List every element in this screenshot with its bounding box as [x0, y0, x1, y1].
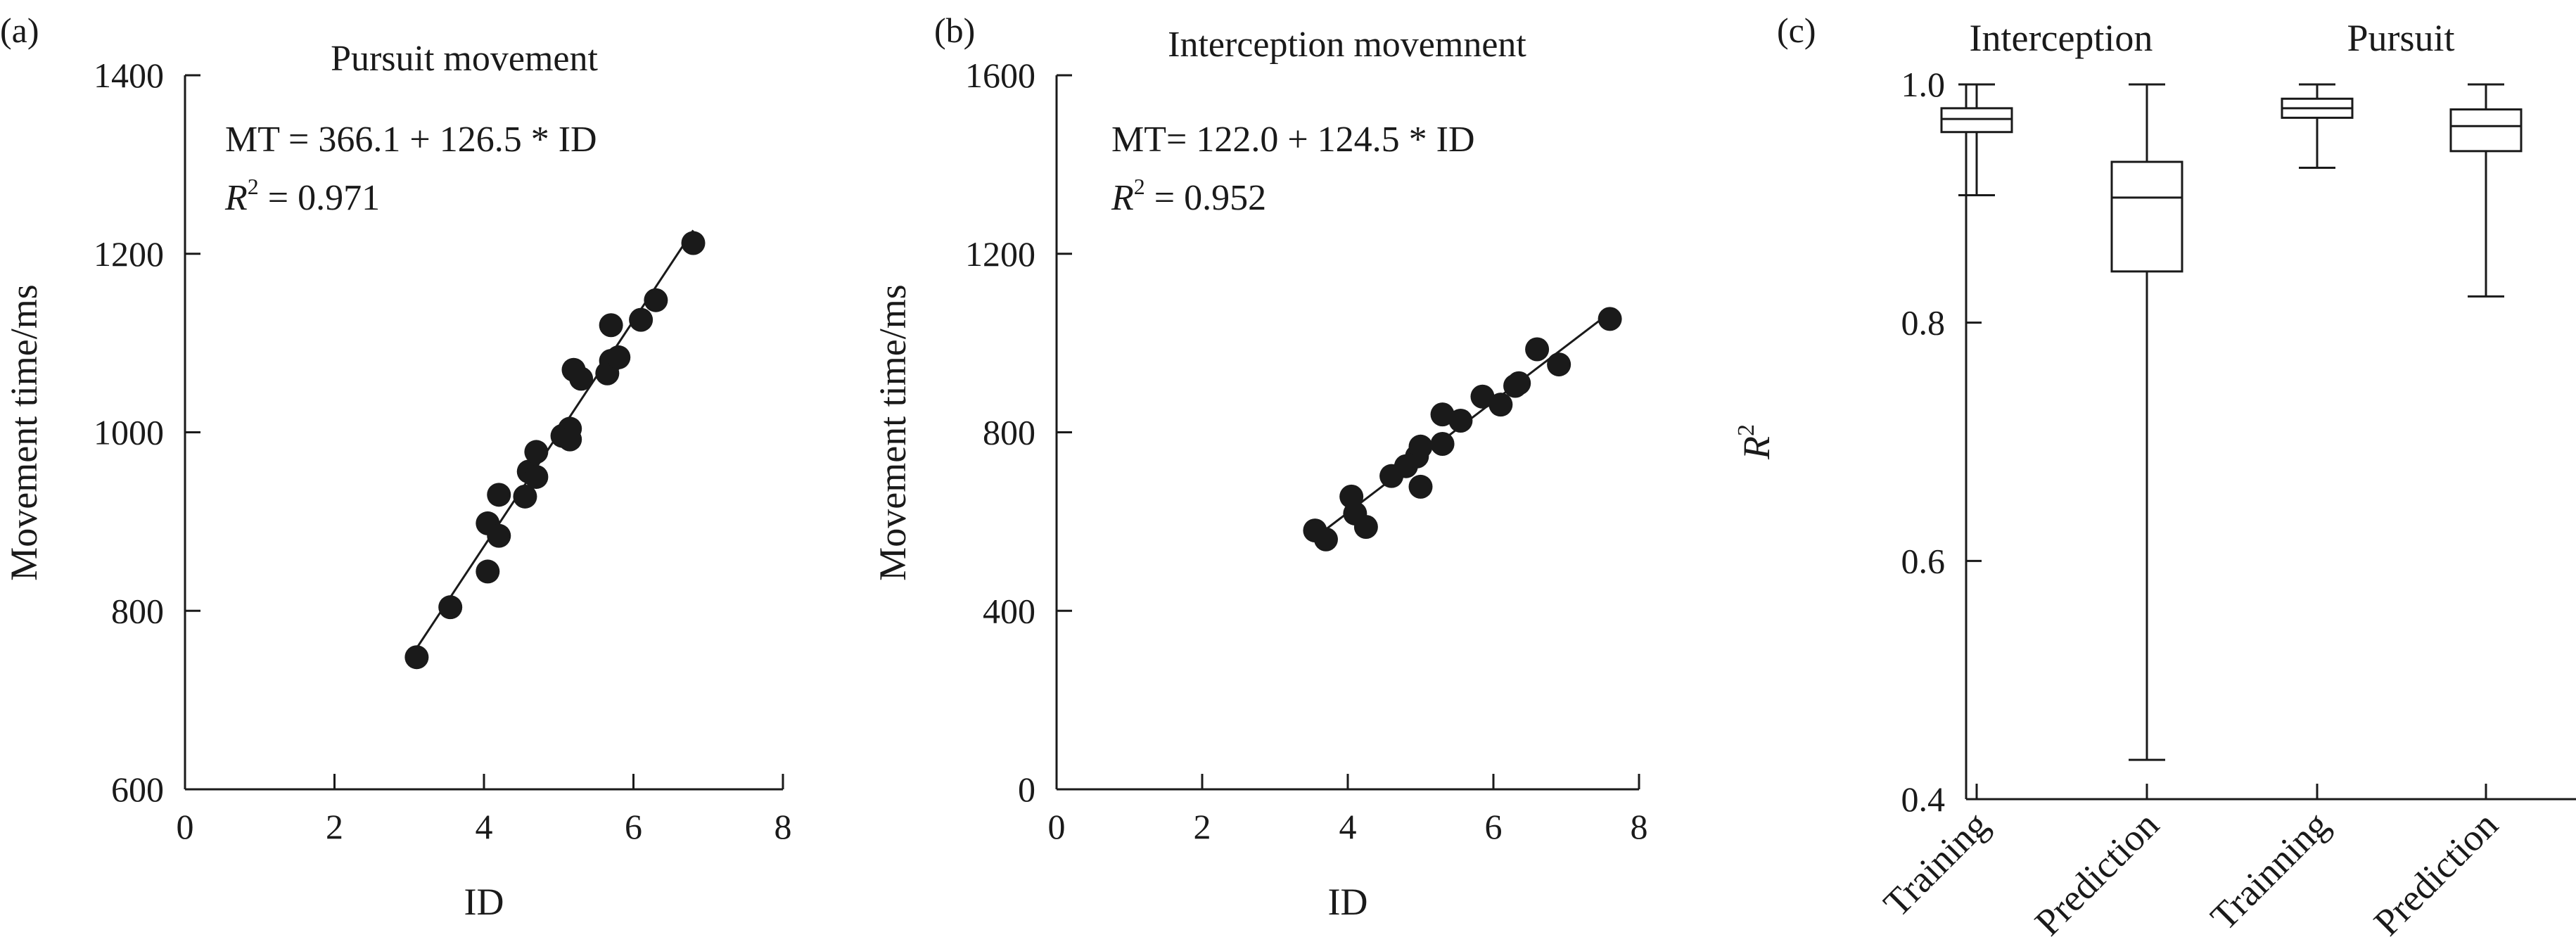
data-point — [569, 367, 594, 391]
y-tick-label: 1.0 — [1901, 65, 1946, 104]
box-4: Prediction — [2366, 83, 2523, 943]
x-tick-label: 6 — [625, 807, 642, 846]
data-point — [524, 464, 549, 489]
r-squared-superscript: 2 — [248, 174, 259, 199]
y-axis-label: Movement time/ms — [872, 284, 914, 580]
category-label: Trainning — [2202, 803, 2338, 938]
data-point — [1448, 409, 1473, 433]
y-tick-label: 1400 — [94, 56, 164, 95]
data-point — [1507, 371, 1531, 395]
x-tick-label: 4 — [476, 807, 493, 846]
x-tick-label: 0 — [177, 807, 194, 846]
y-tick-label: 800 — [111, 591, 164, 630]
panel-b: 0 400 800 1200 1600 0 2 4 6 8 (b) Interception move… — [872, 11, 1648, 923]
data-point — [558, 427, 582, 452]
data-point — [476, 559, 500, 584]
box-iqr — [2449, 108, 2523, 153]
x-tick-label: 4 — [1339, 807, 1357, 846]
x-axis-label: ID — [464, 881, 504, 923]
x-tick-label: 0 — [1048, 807, 1066, 846]
r-squared-text: R2 = 0.971 — [224, 174, 380, 218]
group-label: Interception — [1970, 17, 2153, 59]
r-squared-value: = 0.952 — [1145, 178, 1266, 218]
data-point — [438, 595, 463, 620]
category-label: Training — [1875, 803, 1997, 925]
category-label: Prediction — [2027, 803, 2167, 943]
box-2: Prediction — [2027, 83, 2183, 943]
data-point — [1408, 474, 1433, 499]
x-tick-label: 8 — [1631, 807, 1648, 846]
y-axis-label-superscript: 2 — [1733, 424, 1759, 436]
panel-label: (c) — [1777, 11, 1816, 50]
y-tick-label: 1600 — [965, 56, 1035, 95]
data-point — [1488, 393, 1513, 417]
x-tick-label: 2 — [326, 807, 343, 846]
data-point — [606, 345, 631, 369]
data-point — [513, 484, 537, 509]
data-point — [487, 483, 511, 507]
r-squared-symbol: R — [224, 178, 248, 218]
data-point — [1525, 337, 1550, 362]
data-point — [1470, 384, 1495, 409]
y-tick-label: 0.8 — [1901, 303, 1946, 343]
data-point — [1353, 514, 1378, 539]
y-tick-label: 800 — [983, 413, 1035, 452]
x-tick-label: 6 — [1485, 807, 1503, 846]
y-tick-label: 1200 — [94, 234, 164, 274]
y-tick-label: 400 — [983, 591, 1035, 630]
y-axis-label-symbol: R — [1735, 436, 1778, 460]
data-point — [681, 231, 706, 255]
y-tick-label: 600 — [111, 770, 164, 809]
chart-title: Pursuit movement — [331, 39, 598, 79]
box-3: Trainning — [2202, 83, 2354, 938]
y-tick-label: 0 — [1018, 770, 1035, 809]
panel-c: 0.4 0.6 0.8 1.0 (c) R2 Interception Pursuit Trai… — [1733, 11, 2576, 943]
data-point — [404, 645, 429, 670]
data-point — [524, 440, 549, 464]
y-tick-label: 1000 — [94, 413, 164, 452]
x-tick-label: 2 — [1194, 807, 1211, 846]
category-label: Prediction — [2366, 803, 2506, 943]
x-axis-label: ID — [1328, 881, 1368, 923]
y-tick-label: 0.4 — [1901, 779, 1946, 819]
r-squared-text: R2 = 0.952 — [1111, 174, 1266, 218]
y-tick-label: 1200 — [965, 234, 1035, 274]
r-squared-symbol: R — [1111, 178, 1134, 218]
panel-a: 600 800 1000 1200 1400 0 2 4 6 8 (a) Pursuit moveme… — [0, 11, 792, 923]
y-axis-label: R2 — [1733, 424, 1778, 460]
fit-equation: MT = 366.1 + 126.5 * ID — [225, 120, 597, 160]
data-point — [1598, 307, 1622, 331]
data-point — [629, 307, 653, 332]
data-point — [1430, 402, 1455, 427]
data-point — [599, 313, 623, 338]
data-point — [644, 288, 668, 312]
chart-title: Interception movemnent — [1168, 25, 1526, 65]
data-point — [1547, 352, 1571, 377]
panel-label: (b) — [934, 11, 975, 50]
panel-label: (a) — [0, 11, 39, 50]
data-point — [1430, 431, 1455, 456]
group-label: Pursuit — [2347, 17, 2454, 59]
box-iqr — [1940, 107, 2013, 134]
data-point — [1313, 527, 1338, 552]
data-point — [1408, 434, 1433, 459]
r-squared-value: = 0.971 — [259, 178, 380, 218]
fit-equation: MT= 122.0 + 124.5 * ID — [1111, 120, 1475, 160]
x-tick-label: 8 — [774, 807, 792, 846]
box-iqr — [2110, 160, 2183, 273]
r-squared-superscript: 2 — [1134, 174, 1145, 199]
y-tick-label: 0.6 — [1901, 541, 1946, 580]
y-axis-label: Movement time/ms — [3, 284, 45, 580]
data-point — [487, 523, 511, 548]
